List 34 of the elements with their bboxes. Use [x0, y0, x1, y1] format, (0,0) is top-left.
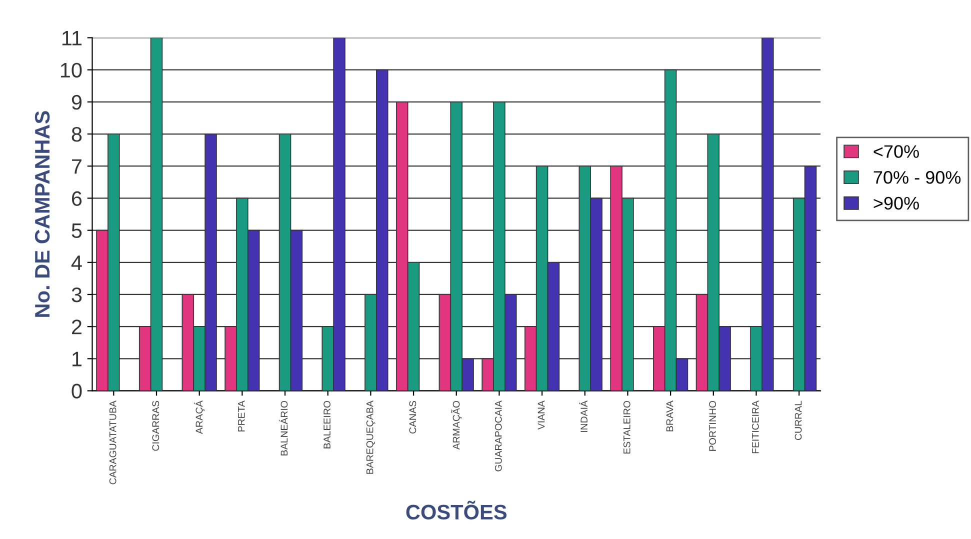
x-tick-label: BRAVA	[666, 400, 674, 432]
x-tick-label: INDAIÁ	[578, 400, 588, 432]
x-tick-label: CURRAL	[794, 400, 802, 440]
x-tick-label: BALEEIRO	[324, 400, 330, 448]
x-tick-label: CIGARRAS	[152, 400, 160, 451]
x-tick-label: VIANA	[538, 400, 545, 430]
x-axis-title: COSTÕES	[406, 500, 506, 520]
y-tick-label: 4	[71, 256, 82, 270]
y-tick-label: 9	[72, 94, 82, 110]
x-tick-label: ARMAÇÃO	[451, 400, 462, 450]
y-tick-label: 10	[60, 62, 82, 78]
x-tick-label: CARAGUATATUBA	[109, 400, 116, 484]
y-tick-label: 0	[72, 384, 82, 399]
x-tick-label: GUARAPOCAIA	[494, 400, 502, 472]
y-tick-label: 3	[72, 287, 82, 302]
x-tick-label: PORTINHO	[709, 400, 716, 451]
x-tick-label: BAREQUEÇABA	[366, 400, 376, 474]
x-tick-label: PRETA	[238, 400, 245, 432]
y-tick-label: 8	[72, 127, 82, 142]
x-tick-label: BALNEÁRIO	[279, 400, 288, 456]
legend-label: >90%	[874, 196, 919, 210]
legend-label: 70% - 90%	[874, 171, 961, 184]
y-tick-label: 2	[72, 320, 82, 334]
y-axis-title: No. DE CAMPANHAS	[34, 111, 50, 317]
y-tick-label: 5	[72, 224, 82, 238]
y-tick-label: 1	[72, 352, 82, 366]
x-tick-label: ESTALEIRO	[623, 400, 630, 454]
x-tick-label: CANAS	[409, 400, 416, 434]
x-tick-label: ARAÇÁ	[194, 400, 205, 434]
y-tick-label: 11	[62, 30, 82, 46]
y-tick-label: 6	[72, 191, 82, 206]
x-tick-label: FEITICEIRA	[752, 400, 759, 454]
y-tick-label: 7	[72, 159, 82, 174]
legend-label: <70%	[874, 145, 919, 158]
